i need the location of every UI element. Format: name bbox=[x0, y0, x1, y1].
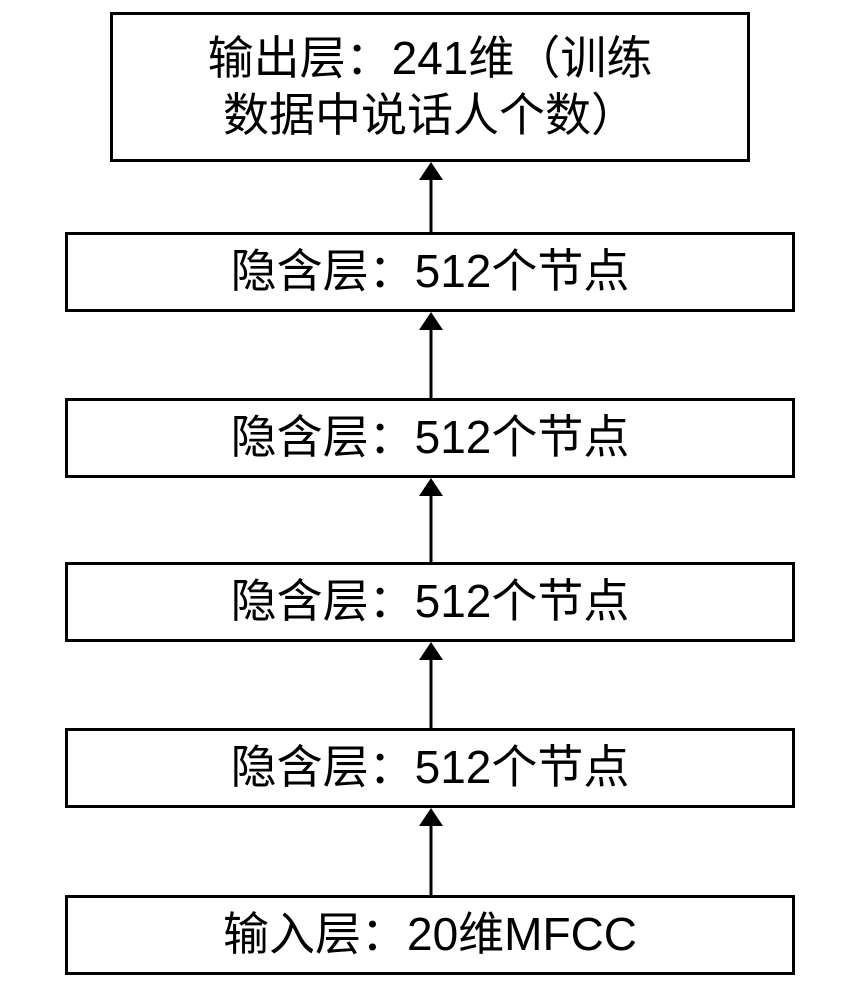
node-hidden4-label: 隐含层：512个节点 bbox=[231, 243, 630, 301]
arrow-shaft bbox=[430, 658, 433, 728]
node-hidden2: 隐含层：512个节点 bbox=[65, 562, 795, 642]
node-hidden4: 隐含层：512个节点 bbox=[65, 232, 795, 312]
node-input: 输入层：20维MFCC bbox=[65, 895, 795, 975]
node-hidden2-label: 隐含层：512个节点 bbox=[231, 573, 630, 631]
diagram-container: 输出层：241维（训练 数据中说话人个数） 隐含层：512个节点 隐含层：512… bbox=[0, 0, 862, 1000]
arrow-shaft bbox=[430, 328, 433, 398]
node-hidden3: 隐含层：512个节点 bbox=[65, 398, 795, 478]
node-hidden1: 隐含层：512个节点 bbox=[65, 728, 795, 808]
node-input-label: 输入层：20维MFCC bbox=[223, 906, 637, 964]
node-hidden1-label: 隐含层：512个节点 bbox=[231, 739, 630, 797]
node-output: 输出层：241维（训练 数据中说话人个数） bbox=[110, 12, 750, 162]
arrow-shaft bbox=[430, 178, 433, 232]
node-output-label: 输出层：241维（训练 数据中说话人个数） bbox=[208, 30, 653, 145]
arrow-shaft bbox=[430, 494, 433, 562]
node-hidden3-label: 隐含层：512个节点 bbox=[231, 409, 630, 467]
arrow-shaft bbox=[430, 824, 433, 895]
